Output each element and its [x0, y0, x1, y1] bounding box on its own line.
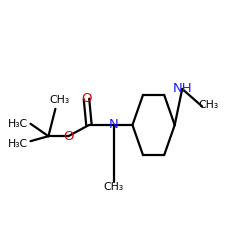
Text: O: O	[63, 130, 74, 143]
Text: H₃C: H₃C	[8, 139, 28, 149]
Text: CH₃: CH₃	[198, 100, 218, 110]
Text: CH₃: CH₃	[49, 95, 69, 105]
Text: CH₃: CH₃	[104, 182, 124, 192]
Text: N: N	[109, 118, 119, 132]
Text: O: O	[81, 92, 92, 106]
Text: H₃C: H₃C	[8, 119, 28, 129]
Text: NH: NH	[172, 82, 192, 96]
